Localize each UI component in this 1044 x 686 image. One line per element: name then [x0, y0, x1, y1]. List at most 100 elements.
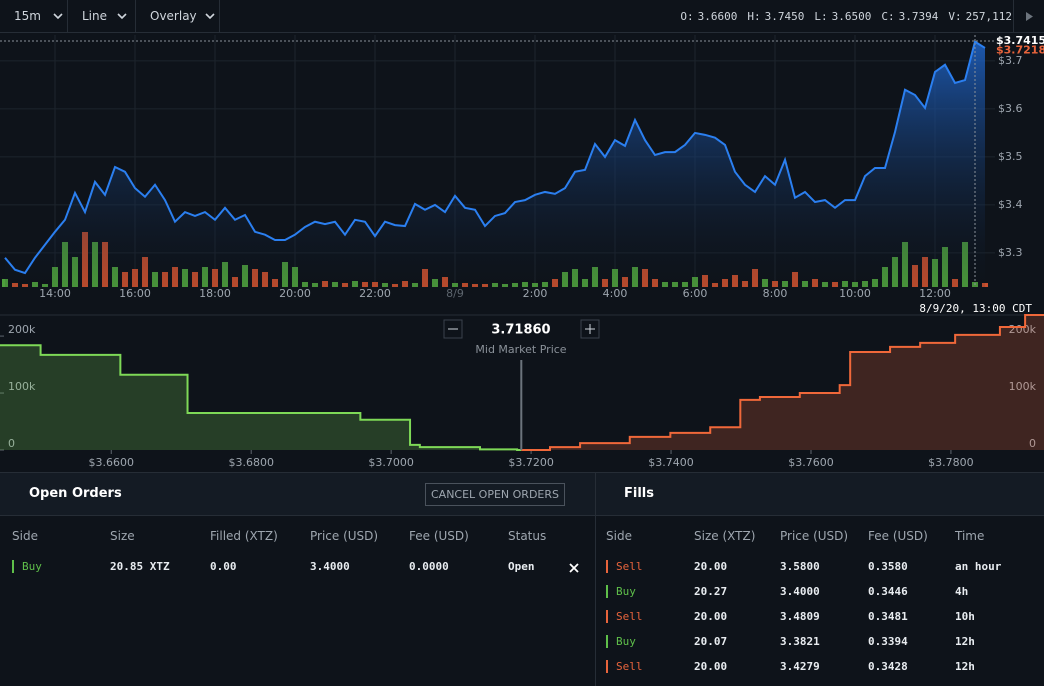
table-cell: 20.00	[694, 660, 728, 673]
cancel-order[interactable]	[569, 563, 579, 573]
x-tick-label: 4:00	[603, 287, 628, 300]
table-cell: 3.4279	[780, 660, 820, 673]
toolbar: 15m Line Overlay O: 3.6600 H: 3.7450 L: 3.650…	[0, 0, 1044, 33]
ohlc-item: H: 3.7450	[747, 10, 804, 23]
x-tick-label: $3.7600	[788, 456, 834, 469]
table-cell: 20.85 XTZ	[110, 560, 170, 573]
table-cell: 20.00	[694, 560, 728, 573]
table-cell: 20.00	[694, 610, 728, 623]
column-header: Fee (USD)	[409, 529, 469, 543]
ohlc-value: 257,112	[965, 10, 1012, 23]
play-icon	[1026, 12, 1033, 21]
panel-title: Fills	[624, 486, 654, 501]
x-tick-label: 6:00	[683, 287, 708, 300]
x-tick-label: 10:00	[839, 287, 871, 300]
mid-label: Mid Market Price	[475, 343, 566, 356]
column-header: Fee (USD)	[868, 529, 928, 543]
column-header: Size	[110, 529, 135, 543]
column-header: Size (XTZ)	[694, 529, 756, 543]
zoom-out[interactable]	[443, 319, 463, 339]
side-cell: Buy	[12, 560, 42, 573]
ohlc-key: H:	[747, 10, 761, 23]
table-cell: 3.3821	[780, 635, 820, 648]
y-tick-label: $3.3	[998, 246, 1023, 259]
ohlc-key: C:	[881, 10, 895, 23]
table-cell: 20.07	[694, 635, 728, 648]
side-cell: Sell	[606, 660, 643, 673]
panel-header: Open Orders CANCEL OPEN ORDERS	[0, 472, 595, 516]
fills-table: Side Size (XTZ) Price (USD) Fee (USD) Time Se…	[596, 516, 1044, 686]
overlay-text: Overlay	[150, 9, 197, 23]
asks-line	[521, 314, 1044, 451]
column-header: Side	[12, 529, 38, 543]
x-tick-label: $3.7400	[648, 456, 694, 469]
zoom-in[interactable]	[580, 319, 600, 339]
column-header: Filled (XTZ)	[210, 529, 278, 543]
y-tick-label: 100k	[1009, 380, 1037, 393]
x-tick-label: $3.7000	[368, 456, 414, 469]
y-tick-label: $3.7	[998, 54, 1023, 67]
price-line	[4, 40, 986, 275]
y-tick-label: 200k	[8, 323, 36, 336]
interval-text: 15m	[14, 9, 41, 23]
y-tick-label: $3.6	[998, 102, 1023, 115]
charts: 14:00 16:00 18:00 20:00 22:00 8/9 2:00 4:00 6:00…	[0, 34, 1044, 469]
table-cell: 3.5800	[780, 560, 820, 573]
table-cell: 0.3580	[868, 560, 908, 573]
ohlc-item: O: 3.6600	[680, 10, 737, 23]
y-tick-label: 0	[8, 437, 15, 450]
cancel-button[interactable]: CANCEL OPEN ORDERS	[425, 483, 565, 506]
table-cell: 20.27	[694, 585, 728, 598]
y-tick-label: 0	[1029, 437, 1036, 450]
x-tick-label: 2:00	[523, 287, 548, 300]
column-header: Status	[508, 529, 547, 543]
style-select[interactable]: Line	[68, 0, 136, 33]
ohlc-value: 3.7450	[764, 10, 805, 23]
interval-select[interactable]: 15m	[0, 0, 68, 33]
ohlc-item: V: 257,112	[948, 10, 1012, 23]
orders-table: Side Size Filled (XTZ) Price (USD) Fee (USD)…	[0, 516, 595, 686]
table-cell: 12h	[955, 660, 975, 673]
mid-price: 3.71860	[491, 323, 550, 338]
fills-panel: Fills Side Size (XTZ) Price (USD) Fee (USD)…	[596, 472, 1044, 686]
x-tick-label: $3.7800	[928, 456, 974, 469]
play-button[interactable]	[1013, 0, 1044, 33]
x-tick-label: 20:00	[279, 287, 311, 300]
side-cell: Sell	[606, 560, 643, 573]
overlay-select[interactable]: Overlay	[136, 0, 220, 33]
x-tick-label: 18:00	[199, 287, 231, 300]
x-tick-label: 16:00	[119, 287, 151, 300]
open-orders-panel: Open Orders CANCEL OPEN ORDERS Side Size F…	[0, 472, 596, 686]
ohlc-key: V:	[948, 10, 962, 23]
table-cell: 0.0000	[409, 560, 449, 573]
crosshair-label: 8/9/20, 13:00 CDT	[919, 302, 1032, 315]
panel-header: Fills	[596, 472, 1044, 516]
column-header: Time	[955, 529, 985, 543]
column-header: Price (USD)	[780, 529, 849, 543]
table-cell: 3.4809	[780, 610, 820, 623]
table-cell: 0.3446	[868, 585, 908, 598]
ohlc-key: O:	[680, 10, 694, 23]
table-cell: 12h	[955, 635, 975, 648]
x-tick-label: $3.6800	[228, 456, 274, 469]
y-tick-label: 100k	[8, 380, 36, 393]
caret	[117, 13, 127, 20]
panel-title: Open Orders	[29, 486, 122, 501]
style-text: Line	[82, 9, 108, 23]
side-cell: Sell	[606, 610, 643, 623]
table-cell: an hour	[955, 560, 1002, 573]
side-cell: Buy	[606, 635, 636, 648]
x-tick-label: 22:00	[359, 287, 391, 300]
table-cell: 3.4000	[780, 585, 820, 598]
ohlc-item: L: 3.6500	[814, 10, 871, 23]
y-tick-label: $3.5	[998, 150, 1023, 163]
table-cell: 4h	[955, 585, 969, 598]
asks-area	[521, 315, 1044, 450]
bids-line	[0, 344, 522, 451]
caret	[205, 13, 215, 20]
column-header: Side	[606, 529, 632, 543]
x-tick-label: 8/9	[446, 287, 464, 300]
bids-area	[0, 345, 522, 450]
table-cell: 0.3481	[868, 610, 908, 623]
